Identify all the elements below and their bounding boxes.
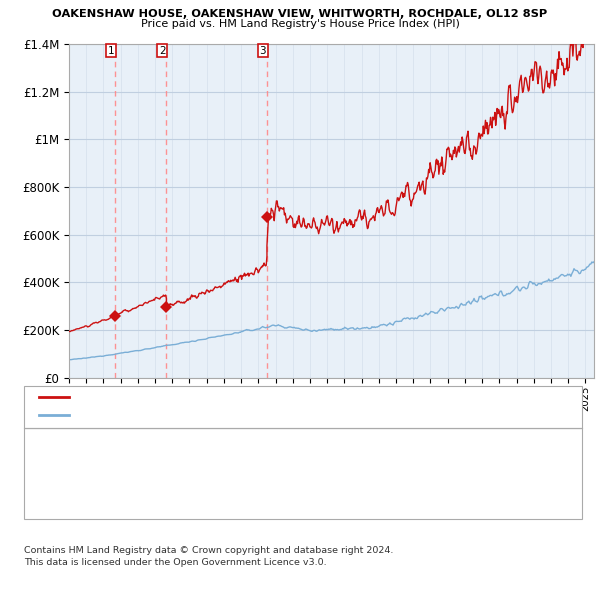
Text: 3: 3 <box>32 492 40 505</box>
Text: 262% ↑ HPI: 262% ↑ HPI <box>360 492 430 505</box>
Text: Contains HM Land Registry data © Crown copyright and database right 2024.: Contains HM Land Registry data © Crown c… <box>24 546 394 555</box>
Text: 274% ↑ HPI: 274% ↑ HPI <box>360 433 430 446</box>
Text: 03-JUL-2006: 03-JUL-2006 <box>105 492 177 505</box>
Text: This data is licensed under the Open Government Licence v3.0.: This data is licensed under the Open Gov… <box>24 558 326 566</box>
Text: £295,000: £295,000 <box>252 463 308 476</box>
Text: 1: 1 <box>32 433 40 446</box>
Text: OAKENSHAW HOUSE, OAKENSHAW VIEW, WHITWORTH, ROCHDALE, OL12 8SP: OAKENSHAW HOUSE, OAKENSHAW VIEW, WHITWOR… <box>52 9 548 19</box>
Text: HPI: Average price, detached house, Rossendale: HPI: Average price, detached house, Ross… <box>72 410 313 419</box>
Text: 2: 2 <box>159 46 166 56</box>
Text: 2: 2 <box>32 463 40 476</box>
Text: 3: 3 <box>259 46 266 56</box>
Text: 02-SEP-1997: 02-SEP-1997 <box>105 433 180 446</box>
Text: 1: 1 <box>107 46 114 56</box>
Text: £675,000: £675,000 <box>252 492 308 505</box>
Text: Price paid vs. HM Land Registry's House Price Index (HPI): Price paid vs. HM Land Registry's House … <box>140 19 460 30</box>
Text: OAKENSHAW HOUSE, OAKENSHAW VIEW, WHITWORTH, ROCHDALE, OL12 8SP (detached): OAKENSHAW HOUSE, OAKENSHAW VIEW, WHITWOR… <box>72 392 518 402</box>
Text: 252% ↑ HPI: 252% ↑ HPI <box>360 463 430 476</box>
Text: 30-AUG-2000: 30-AUG-2000 <box>105 463 184 476</box>
Text: £260,000: £260,000 <box>252 433 308 446</box>
